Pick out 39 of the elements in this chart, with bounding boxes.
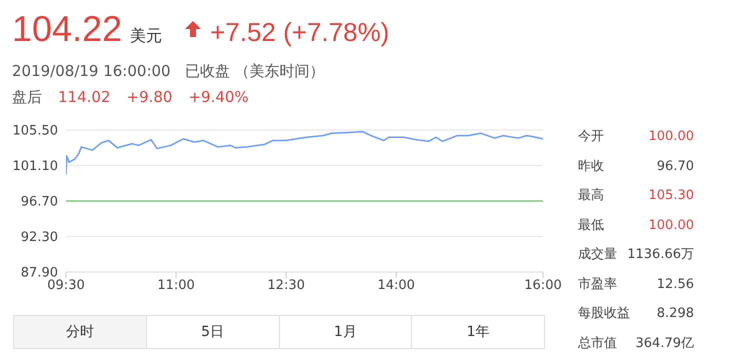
x-tick-label: 11:00	[157, 278, 195, 294]
x-tick-label: 16:00	[524, 278, 562, 294]
text: 每股收益	[578, 305, 630, 323]
text: 100.00	[648, 128, 694, 146]
text: 美元	[130, 26, 162, 47]
text: 今开	[578, 128, 604, 146]
text: 1年	[411, 316, 544, 348]
text: 12.56	[656, 276, 694, 294]
text: 最高	[578, 187, 604, 205]
text: 105.30	[648, 187, 694, 205]
text: 昨收	[578, 158, 604, 176]
line-series	[66, 130, 543, 176]
chart-title: 104.22	[12, 8, 122, 50]
text: 114.02	[58, 88, 110, 106]
text: 8.298	[656, 305, 694, 323]
y-tick-label: 105.50	[12, 124, 58, 139]
y-tick-label: 101.10	[12, 159, 58, 174]
y-tick-label: 96.70	[20, 194, 58, 210]
text: 1136.66万	[627, 246, 694, 264]
text: 1月	[278, 316, 412, 348]
x-tick-label: 14:00	[377, 278, 415, 294]
text: 市盈率	[578, 276, 617, 294]
chart-subtitle: 2019/08/19 16:00:00 已收盘 （美东时间）	[12, 62, 325, 81]
text: 分时	[14, 316, 146, 348]
text: 5日	[146, 316, 278, 348]
x-tick-label: 09:30	[47, 278, 85, 294]
text: 96.70	[656, 158, 694, 176]
y-tick-label: 92.30	[20, 230, 58, 246]
text: +7.52 (+7.78%)	[210, 17, 390, 48]
text: 最低	[578, 216, 604, 234]
text: +9.80	[126, 88, 172, 106]
text: +9.40%	[188, 88, 249, 106]
text: 成交量	[578, 246, 617, 264]
text: 100.00	[648, 216, 694, 234]
text: 总市值	[578, 334, 617, 352]
x-tick-label: 12:30	[267, 278, 305, 294]
text: 364.79亿	[636, 334, 694, 352]
y-tick-label: 87.90	[20, 266, 58, 281]
text: 盘后	[12, 88, 42, 106]
